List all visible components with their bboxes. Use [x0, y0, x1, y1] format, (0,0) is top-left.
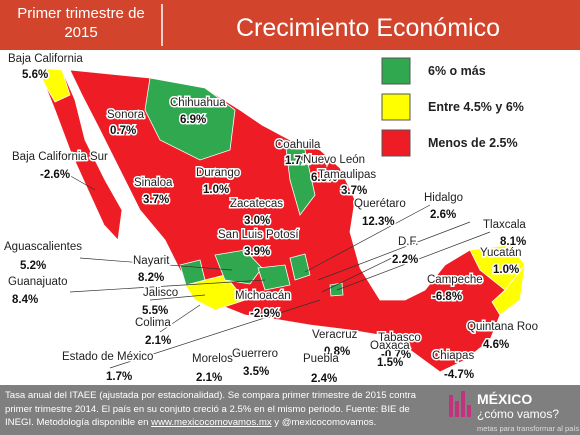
state-value: 8.1% — [500, 236, 526, 248]
legend-label: Entre 4.5% y 6% — [428, 100, 524, 114]
state-value: -4.7% — [444, 369, 474, 381]
state-value: 4.6% — [483, 339, 509, 351]
region-green — [144, 77, 236, 161]
state-name: Aguascalientes — [4, 241, 82, 253]
state-name: D.F. — [398, 236, 418, 248]
state-value: 3.7% — [341, 185, 367, 197]
state-name: Tlaxcala — [483, 219, 526, 231]
note-text: Tasa anual del ITAEE (ajustada por estac… — [5, 390, 416, 428]
state-value: 3.9% — [244, 246, 270, 258]
state-name: Chiapas — [432, 350, 474, 362]
state-name: Colima — [135, 317, 171, 329]
state-name: San Luis Potosí — [218, 229, 299, 241]
state-name: Sinaloa — [134, 177, 173, 189]
state-name: Tamaulipas — [318, 169, 376, 181]
region-green — [214, 249, 263, 285]
logo: MÉXICO ¿cómo vamos? metas para transform… — [449, 391, 579, 433]
state-value: 2.1% — [196, 372, 222, 384]
region-yellow — [491, 263, 526, 316]
region-yellow — [37, 67, 71, 103]
leader-lines — [59, 169, 491, 369]
region-green — [257, 264, 291, 291]
state-name: Jalisco — [143, 287, 178, 299]
state-name: Nuevo León — [303, 154, 365, 166]
state-name: Chihuahua — [170, 97, 226, 109]
legend-label: 6% o más — [428, 64, 486, 78]
state-value: 5.5% — [142, 305, 168, 317]
region-green — [284, 139, 316, 216]
link[interactable]: www.mexicocomovamos.mx — [151, 417, 272, 428]
peninsula — [37, 67, 123, 241]
state-value: 1.7% — [106, 371, 132, 383]
note-text: y @mexicocomovamos. — [271, 417, 377, 428]
state-name: Guanajuato — [8, 276, 67, 288]
state-value: 2.2% — [392, 254, 418, 266]
state-name: Nayarit — [133, 255, 170, 267]
period-box: Primer trimestre de 2015 — [17, 5, 145, 41]
state-name: Estado de México — [62, 351, 153, 363]
legend-swatch — [381, 93, 411, 121]
state-value: 5.2% — [20, 260, 46, 272]
state-value: -0.7% — [381, 349, 411, 361]
state-value: 2.1% — [145, 335, 171, 347]
state-name: Sonora — [107, 109, 145, 121]
state-value: 1.0% — [203, 184, 229, 196]
state-name: Zacatecas — [230, 198, 283, 210]
map — [37, 67, 526, 373]
state-value: 6.3% — [311, 172, 337, 184]
state-value: 5.6% — [22, 69, 48, 81]
state-name: Coahuila — [275, 139, 321, 151]
state-name: Durango — [196, 167, 240, 179]
logo-title: MÉXICO — [477, 391, 532, 407]
state-name: Campeche — [427, 274, 483, 286]
state-name: Puebla — [303, 353, 339, 365]
state-name: Guerrero — [232, 348, 278, 360]
state-value: 3.7% — [143, 194, 169, 206]
state-name: Hidalgo — [424, 192, 463, 204]
period: Primer trimestre de 2015 — [17, 5, 145, 41]
state-value: 1.7% — [285, 155, 311, 167]
state-name: Baja California Sur — [12, 151, 108, 163]
state-value: 8.4% — [12, 294, 38, 306]
state-name: Oaxaca — [370, 340, 410, 352]
state-name: Querétaro — [354, 198, 406, 210]
state-name: Yucatán — [480, 247, 522, 259]
state-value: 1.0% — [493, 264, 519, 276]
state-value: 1.5% — [377, 357, 403, 369]
state-value: 3.0% — [244, 215, 270, 227]
region-green — [179, 259, 206, 286]
state-name: Quintana Roo — [467, 321, 538, 333]
header-bar — [0, 0, 580, 50]
title: Crecimiento Económico — [236, 14, 500, 42]
state-name: Morelos — [192, 353, 233, 365]
state-value: 6.9% — [180, 114, 206, 126]
state-name: Veracruz — [312, 329, 358, 341]
state-value: -2.9% — [250, 308, 280, 320]
region-green — [289, 253, 311, 281]
map-panel: Primer trimestre de 2015 Crecimiento Eco… — [0, 0, 580, 387]
legend-swatch — [381, 57, 411, 85]
state-name: Tabasco — [378, 332, 421, 344]
state-value: -6.8% — [432, 291, 462, 303]
state-value: 8.2% — [138, 272, 164, 284]
footer-note: Tasa anual del ITAEE (ajustada por estac… — [5, 389, 440, 430]
footer: Tasa anual del ITAEE (ajustada por estac… — [0, 385, 580, 435]
state-value: 0.7% — [110, 125, 136, 137]
legend-label: Menos de 2.5% — [428, 136, 518, 150]
state-value: -2.6% — [40, 169, 70, 181]
legend-swatch — [381, 129, 411, 157]
state-value: 3.5% — [243, 366, 269, 378]
logo-subtitle: ¿cómo vamos? — [477, 407, 559, 421]
state-name: Baja California — [8, 53, 83, 65]
state-value: 2.6% — [430, 209, 456, 221]
logo-tagline: metas para transformar al país — [477, 424, 579, 433]
state-value: 2.4% — [311, 373, 337, 385]
state-value: 0.8% — [324, 346, 350, 358]
state-value: 12.3% — [362, 216, 395, 228]
state-name: Michoacán — [235, 290, 291, 302]
